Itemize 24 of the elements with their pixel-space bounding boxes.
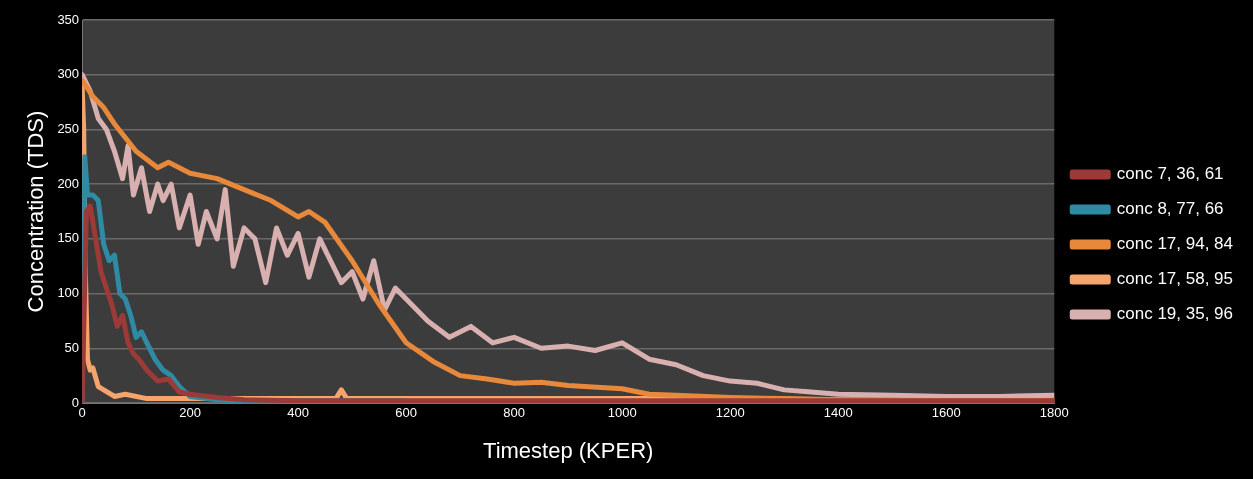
y-tick-label: 50 xyxy=(64,339,80,355)
x-tick-label: 1600 xyxy=(931,405,961,421)
y-tick-label: 350 xyxy=(57,11,80,27)
y-tick-label: 200 xyxy=(57,175,80,191)
legend-label: conc 17, 94, 84 xyxy=(1116,234,1234,254)
y-tick-label: 0 xyxy=(71,394,80,410)
x-tick-label: 1800 xyxy=(1039,405,1069,421)
x-tick-label: 400 xyxy=(287,405,309,421)
y-tick-label: 100 xyxy=(57,285,80,301)
x-tick-label: 200 xyxy=(179,405,201,421)
y-tick-label: 300 xyxy=(57,66,80,82)
y-tick-label: 250 xyxy=(57,121,80,137)
x-tick-label: 1400 xyxy=(823,405,853,421)
y-axis-title: Concentration (TDS) xyxy=(23,110,49,313)
legend-label: conc 8, 77, 66 xyxy=(1116,199,1224,219)
x-tick-label: 600 xyxy=(395,405,417,421)
legend-label: conc 17, 58, 95 xyxy=(1116,269,1234,289)
y-tick-label: 150 xyxy=(57,230,80,246)
legend-label: conc 7, 36, 61 xyxy=(1116,164,1224,184)
x-axis-title: Timestep (KPER) xyxy=(483,437,654,463)
legend-label: conc 19, 35, 96 xyxy=(1116,304,1234,324)
x-tick-label: 800 xyxy=(503,405,526,421)
x-tick-label: 1200 xyxy=(715,405,745,421)
x-tick-label: 1000 xyxy=(607,405,637,421)
